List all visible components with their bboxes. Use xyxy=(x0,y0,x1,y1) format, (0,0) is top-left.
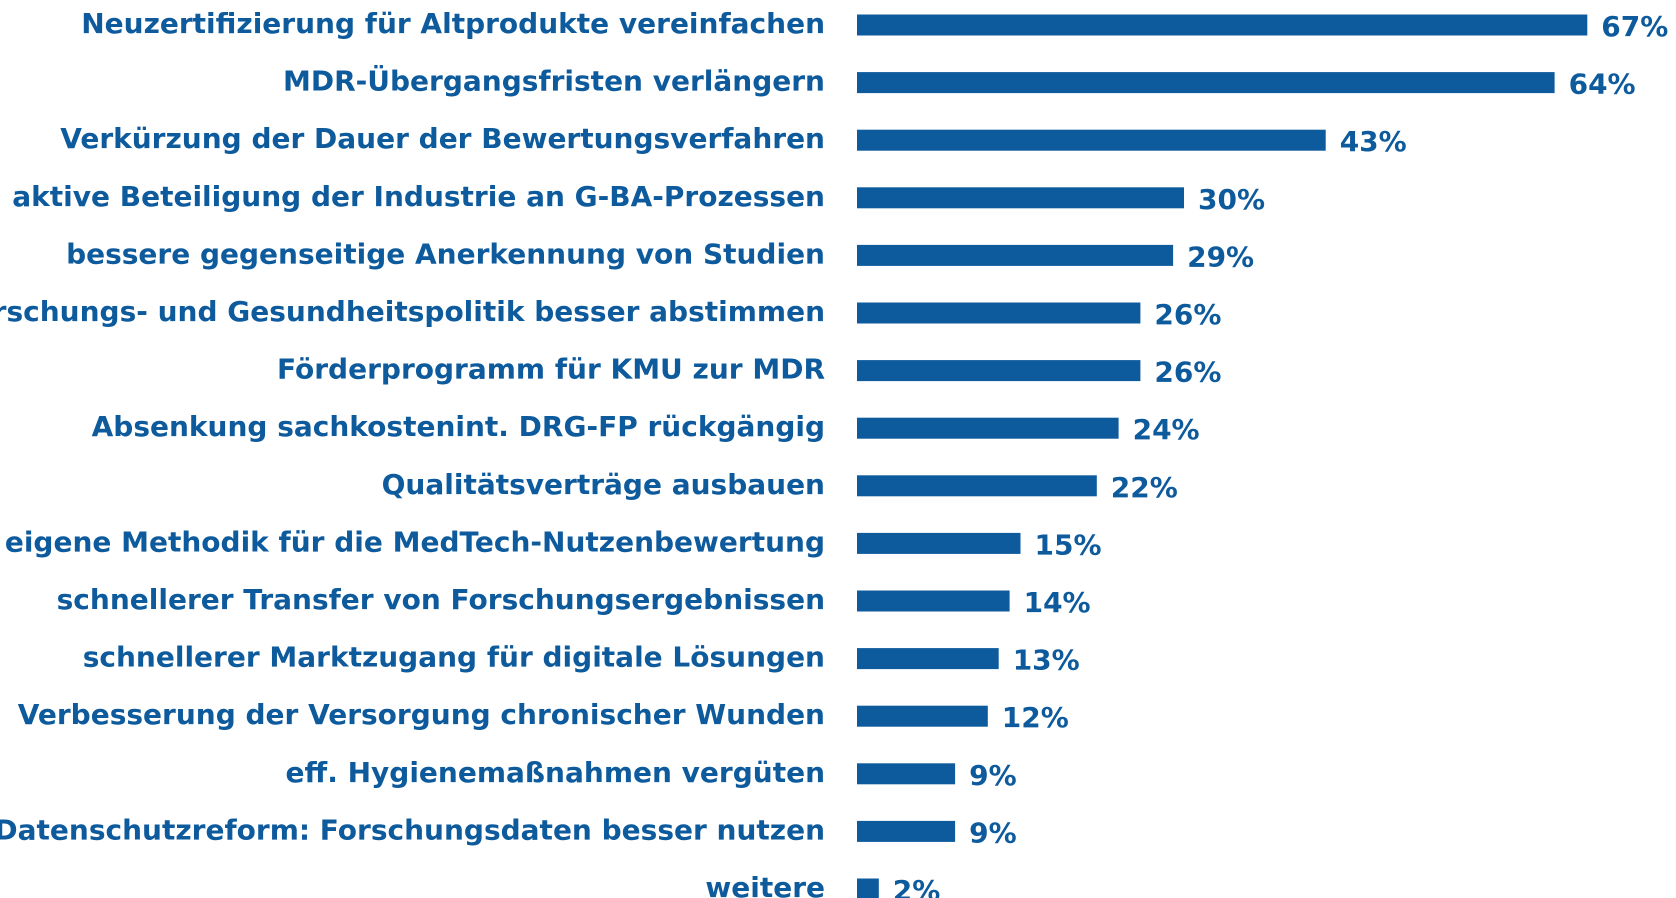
category-label: aktive Beteiligung der Industrie an G-BA… xyxy=(12,180,825,213)
value-label: 26% xyxy=(1154,356,1221,389)
category-label: Verbesserung der Versorgung chronischer … xyxy=(18,698,825,731)
bar xyxy=(857,244,1174,266)
category-label: eff. Hygienemaßnahmen vergüten xyxy=(286,756,825,789)
value-label: 13% xyxy=(1013,644,1080,677)
value-label: 14% xyxy=(1024,586,1091,619)
value-label: 9% xyxy=(969,816,1017,849)
bar xyxy=(857,590,1010,612)
category-label: Förderprogramm für KMU zur MDR xyxy=(277,353,825,386)
bar xyxy=(857,302,1141,324)
bar xyxy=(857,820,956,842)
value-label: 24% xyxy=(1133,413,1200,446)
category-label: MDR-Übergangsfristen verlängern xyxy=(283,64,825,98)
value-label: 9% xyxy=(969,759,1017,792)
value-label: 12% xyxy=(1002,701,1069,734)
bar xyxy=(857,475,1097,497)
bar xyxy=(857,360,1141,382)
category-label: schnellerer Marktzugang für digitale Lös… xyxy=(83,641,825,674)
bar xyxy=(857,187,1184,209)
bar xyxy=(857,532,1021,554)
bar xyxy=(857,129,1326,151)
category-label: eigene Methodik für die MedTech-Nutzenbe… xyxy=(5,525,825,558)
value-label: 26% xyxy=(1154,298,1221,331)
bar xyxy=(857,417,1119,439)
value-label: 29% xyxy=(1187,240,1254,273)
category-label: bessere gegenseitige Anerkennung von Stu… xyxy=(66,237,825,270)
category-label: Datenschutzreform: Forschungsdaten besse… xyxy=(0,813,825,846)
value-label: 22% xyxy=(1111,471,1178,504)
category-label: schnellerer Transfer von Forschungsergeb… xyxy=(57,583,825,616)
value-label: 30% xyxy=(1198,183,1265,216)
category-label: Verkürzung der Dauer der Bewertungsverfa… xyxy=(60,122,825,155)
bar xyxy=(857,14,1588,36)
bar xyxy=(857,648,999,670)
value-label: 67% xyxy=(1601,10,1668,43)
value-label: 43% xyxy=(1340,125,1407,158)
bar xyxy=(857,878,879,898)
category-label: Absenkung sachkostenint. DRG-FP rückgäng… xyxy=(92,410,825,443)
category-label: Qualitätsverträge ausbauen xyxy=(382,468,825,501)
bar xyxy=(857,763,956,785)
category-label: Neuzertifizierung für Altprodukte verein… xyxy=(81,7,825,40)
value-label: 15% xyxy=(1035,528,1102,561)
bar xyxy=(857,72,1555,94)
value-label: 2% xyxy=(893,874,941,898)
value-label: 64% xyxy=(1569,68,1636,101)
category-label: Forschungs- und Gesundheitspolitik besse… xyxy=(0,295,825,328)
category-label: weitere xyxy=(705,871,825,898)
bar xyxy=(857,705,988,727)
